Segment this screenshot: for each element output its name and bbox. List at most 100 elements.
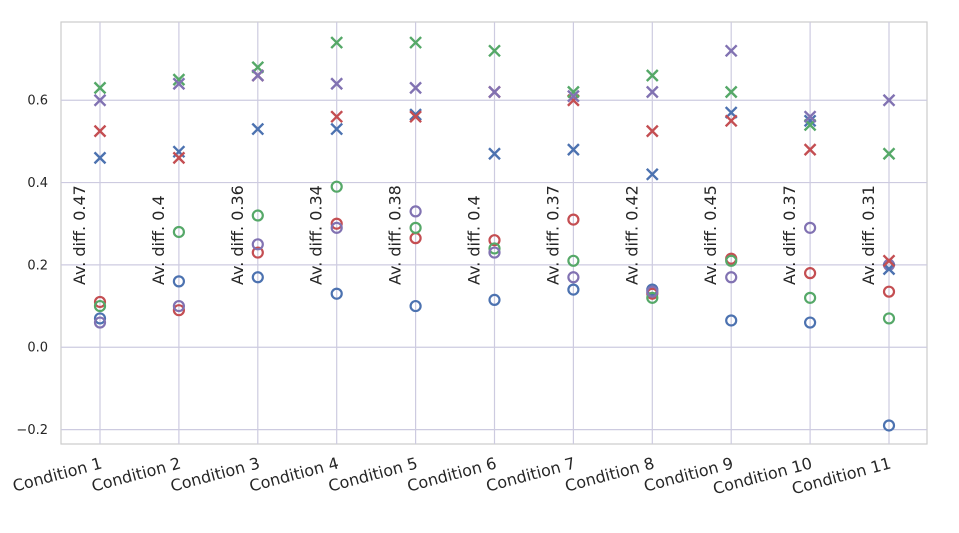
point-x-purple <box>567 89 580 103</box>
point-x-purple <box>93 93 107 107</box>
point-circle-red <box>803 267 817 280</box>
point-x-green <box>330 36 344 49</box>
point-circle-red <box>251 246 264 259</box>
point-circle-blue <box>93 312 107 325</box>
point-x-purple <box>488 85 501 99</box>
y-tick-label: 0.4 <box>27 176 48 191</box>
y-tick-label: 0.6 <box>27 94 48 109</box>
point-x-red <box>172 151 186 165</box>
point-circle-purple <box>488 246 501 259</box>
x-tick-label: Condition 7 <box>484 454 577 496</box>
point-x-purple <box>409 81 422 95</box>
point-x-purple <box>882 93 896 107</box>
point-x-purple <box>645 85 659 99</box>
annotation-label: Av. diff. 0.42 <box>622 185 641 285</box>
point-x-green <box>172 73 186 86</box>
point-x-red <box>409 110 422 124</box>
point-x-purple <box>330 77 344 91</box>
x-tick-label: Condition 5 <box>326 454 419 496</box>
point-x-red <box>724 114 738 128</box>
point-x-red <box>882 254 896 268</box>
point-x-blue <box>409 108 422 121</box>
point-x-blue <box>93 151 107 165</box>
x-tick-label: Condition 4 <box>247 454 340 496</box>
point-circle-purple <box>567 271 580 284</box>
point-circle-green <box>330 180 343 193</box>
point-x-green <box>882 147 896 161</box>
annotation-label: Av. diff. 0.47 <box>70 185 89 285</box>
point-x-purple <box>172 77 186 91</box>
point-x-green <box>409 36 422 49</box>
annotation-label: Av. diff. 0.4 <box>149 195 168 285</box>
point-circle-green <box>803 291 817 304</box>
point-circle-blue <box>409 299 422 313</box>
point-circle-blue <box>803 316 817 329</box>
annotation-label: Av. diff. 0.34 <box>307 185 326 285</box>
point-circle-green <box>567 254 580 267</box>
point-circle-green <box>725 254 738 267</box>
point-x-purple <box>803 110 817 124</box>
point-circle-green <box>646 291 659 304</box>
point-x-purple <box>724 44 738 58</box>
annotation-label: Av. diff. 0.4 <box>465 195 484 285</box>
point-circle-purple <box>409 205 422 218</box>
y-tick-label: 0.2 <box>27 258 48 273</box>
point-circle-green <box>409 221 422 234</box>
point-x-red <box>803 143 817 156</box>
point-x-green <box>645 69 659 82</box>
x-tick-label: Condition 1 <box>11 454 104 496</box>
point-circle-purple <box>646 285 659 298</box>
annotation-label: Av. diff. 0.36 <box>228 185 247 285</box>
point-x-blue <box>251 122 265 136</box>
annotation-label: Av. diff. 0.37 <box>543 185 562 285</box>
point-circle-green <box>93 299 107 313</box>
y-tick-labels: −0.2 0.0 0.2 0.4 0.6 <box>16 94 48 438</box>
x-tick-label: Condition 6 <box>405 454 498 496</box>
data-marks <box>93 36 896 432</box>
annotation-label: Av. diff. 0.38 <box>386 185 405 285</box>
point-circle-purple <box>725 271 738 284</box>
point-circle-purple <box>251 238 264 251</box>
point-circle-red <box>567 213 580 226</box>
point-circle-red <box>882 285 896 298</box>
point-x-red <box>330 110 344 124</box>
point-x-red <box>93 124 107 138</box>
point-x-blue <box>488 147 501 161</box>
y-tick-label: −0.2 <box>16 423 48 438</box>
point-x-blue <box>645 167 659 181</box>
annotation-label: Av. diff. 0.31 <box>859 185 878 285</box>
point-x-green <box>567 85 580 99</box>
point-x-blue <box>330 122 344 136</box>
point-x-blue <box>803 114 817 128</box>
point-circle-red <box>330 217 343 230</box>
point-circle-red <box>488 234 501 247</box>
annotations: Av. diff. 0.47 Av. diff. 0.4 Av. diff. 0.3… <box>70 185 878 285</box>
point-x-red <box>645 124 659 138</box>
point-circle-blue <box>567 283 580 296</box>
x-tick-label: Condition 2 <box>90 454 183 496</box>
point-circle-blue <box>488 293 501 307</box>
point-circle-blue <box>330 287 343 300</box>
point-circle-green <box>251 209 264 222</box>
point-circle-blue <box>251 271 264 284</box>
annotation-label: Av. diff. 0.37 <box>780 185 799 285</box>
point-x-purple <box>251 69 265 82</box>
x-tick-label: Condition 3 <box>168 454 261 496</box>
annotation-label: Av. diff. 0.45 <box>701 185 720 285</box>
point-circle-purple <box>330 221 343 234</box>
point-circle-blue <box>882 419 896 432</box>
point-circle-green <box>882 312 896 325</box>
point-x-blue <box>567 143 580 156</box>
point-circle-purple <box>172 299 185 313</box>
point-circle-purple <box>803 221 817 234</box>
point-circle-red <box>93 295 107 309</box>
point-x-green <box>488 44 501 58</box>
y-tick-label: 0.0 <box>27 341 48 356</box>
point-circle-blue <box>725 314 738 327</box>
point-circle-purple <box>93 316 107 329</box>
point-x-green <box>724 85 738 99</box>
point-circle-green <box>172 225 185 239</box>
point-x-green <box>93 81 107 95</box>
point-circle-red <box>172 304 185 317</box>
